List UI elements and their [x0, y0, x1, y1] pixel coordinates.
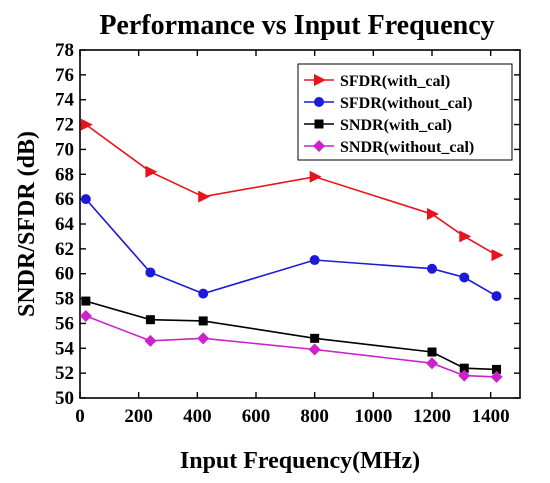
legend: SFDR(with_cal) SFDR(without_cal) SNDR(with…: [297, 63, 513, 161]
legend-label: SFDR(with_cal): [340, 73, 450, 90]
data-point: [491, 249, 504, 262]
data-point: [145, 315, 155, 325]
series-layer: [79, 118, 504, 383]
x-tick-label: 0: [75, 406, 85, 427]
x-tick-label: 400: [183, 406, 212, 427]
legend-marker: [314, 74, 326, 86]
data-point: [490, 370, 503, 383]
legend-label: SNDR(without_cal): [340, 139, 474, 156]
data-point: [427, 208, 439, 221]
y-tick-label: 78: [55, 40, 74, 61]
data-point: [145, 267, 156, 278]
data-point: [80, 118, 93, 131]
series-1: [80, 118, 504, 262]
legend-entry: SNDR(without_cal): [304, 139, 474, 156]
y-tick-label: 70: [55, 139, 74, 160]
y-tick-label: 68: [55, 164, 74, 185]
x-tick-label: 1200: [413, 406, 451, 427]
axis-ticks: 0 200 400 600 800 1000 1200 1400 50 52 54 56 58 60 62 6…: [55, 40, 520, 427]
y-tick-label: 54: [55, 338, 75, 359]
y-tick-label: 60: [55, 264, 74, 285]
legend-marker: [313, 140, 325, 152]
legend-entry: SNDR(with_cal): [304, 117, 452, 134]
chart-title: Performance vs Input Frequency: [99, 10, 494, 41]
series-3: [81, 296, 502, 374]
data-point: [458, 369, 471, 382]
y-tick-label: 58: [55, 289, 74, 310]
x-tick-label: 800: [300, 406, 329, 427]
data-point: [145, 165, 158, 178]
y-tick-label: 50: [55, 388, 74, 409]
y-tick-label: 64: [55, 214, 75, 235]
y-tick-label: 76: [55, 65, 74, 86]
y-tick-label: 72: [55, 115, 74, 136]
data-point: [308, 343, 321, 356]
data-point: [459, 363, 469, 373]
x-tick-label: 600: [242, 406, 271, 427]
y-tick-label: 74: [55, 90, 75, 111]
data-point: [459, 272, 470, 283]
data-point: [144, 334, 157, 347]
data-point: [198, 288, 209, 299]
legend-label: SFDR(without_cal): [340, 95, 472, 112]
data-point: [427, 263, 437, 274]
legend-entry: SFDR(with_cal): [304, 73, 450, 90]
x-tick-label: 1000: [354, 406, 392, 427]
x-tick-label: 1400: [472, 406, 510, 427]
y-tick-label: 56: [55, 313, 74, 334]
data-point: [309, 170, 322, 183]
y-tick-label: 52: [55, 363, 74, 384]
data-point: [198, 316, 208, 326]
y-axis-label: SNDR/SFDR (dB): [14, 131, 40, 317]
y-tick-label: 62: [55, 239, 74, 260]
data-point: [491, 291, 502, 302]
legend-marker: [314, 119, 324, 129]
data-point: [492, 364, 502, 374]
series-2: [80, 194, 502, 302]
y-tick-label: 66: [55, 189, 74, 210]
data-point: [81, 296, 91, 306]
data-point: [198, 190, 211, 203]
data-point: [427, 347, 437, 357]
data-point: [80, 194, 91, 205]
data-point: [426, 357, 438, 370]
legend-marker: [314, 97, 324, 107]
data-point: [309, 255, 320, 266]
legend-label: SNDR(with_cal): [340, 117, 452, 134]
x-axis-label: Input Frequency(MHz): [180, 448, 420, 474]
data-point: [79, 309, 92, 322]
data-point: [459, 230, 472, 243]
series-4: [79, 309, 503, 383]
data-point: [197, 332, 210, 345]
data-point: [310, 333, 320, 343]
legend-entry: SFDR(without_cal): [304, 95, 472, 112]
x-tick-label: 200: [124, 406, 153, 427]
